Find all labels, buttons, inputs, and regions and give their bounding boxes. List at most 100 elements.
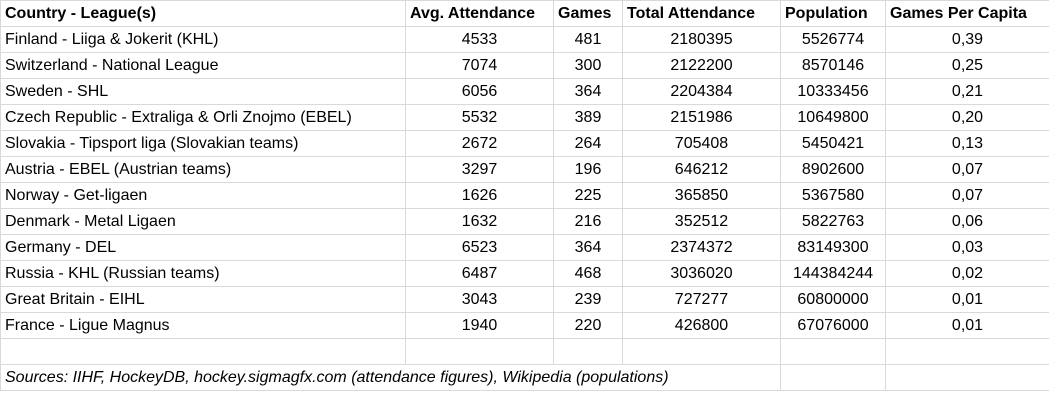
cell-games-per-capita[interactable]: 0,07 (885, 182, 1049, 209)
cell-avg-attendance[interactable]: 5532 (405, 104, 554, 131)
cell-games-per-capita[interactable]: 0,02 (885, 260, 1049, 287)
empty-cell[interactable] (405, 338, 554, 365)
header-games[interactable]: Games (553, 0, 623, 27)
header-avg-attendance[interactable]: Avg. Attendance (405, 0, 554, 27)
cell-total-attendance[interactable]: 705408 (622, 130, 781, 157)
empty-row (0, 338, 1049, 365)
cell-avg-attendance[interactable]: 6056 (405, 78, 554, 105)
cell-total-attendance[interactable]: 2122200 (622, 52, 781, 79)
cell-games-per-capita[interactable]: 0,01 (885, 286, 1049, 313)
cell-games[interactable]: 220 (553, 312, 623, 339)
cell-population[interactable]: 60800000 (780, 286, 886, 313)
cell-avg-attendance[interactable]: 1632 (405, 208, 554, 235)
cell-population[interactable]: 67076000 (780, 312, 886, 339)
cell-games-per-capita[interactable]: 0,07 (885, 156, 1049, 183)
cell-games-per-capita[interactable]: 0,21 (885, 78, 1049, 105)
cell-games[interactable]: 364 (553, 78, 623, 105)
empty-cell[interactable] (885, 338, 1049, 365)
cell-games[interactable]: 389 (553, 104, 623, 131)
cell-avg-attendance[interactable]: 4533 (405, 26, 554, 53)
cell-games[interactable]: 225 (553, 182, 623, 209)
empty-cell[interactable] (885, 364, 1049, 391)
cell-total-attendance[interactable]: 646212 (622, 156, 781, 183)
cell-avg-attendance[interactable]: 1626 (405, 182, 554, 209)
empty-cell[interactable] (780, 364, 886, 391)
table-row: Great Britain - EIHL 3043 239 727277 6080000… (0, 286, 1049, 313)
table-body: Finland - Liiga & Jokerit (KHL) 4533 481 21… (0, 26, 1049, 339)
cell-country-league[interactable]: France - Ligue Magnus (0, 312, 406, 339)
cell-country-league[interactable]: Russia - KHL (Russian teams) (0, 260, 406, 287)
cell-avg-attendance[interactable]: 6487 (405, 260, 554, 287)
cell-population[interactable]: 5367580 (780, 182, 886, 209)
cell-country-league[interactable]: Norway - Get-ligaen (0, 182, 406, 209)
cell-games-per-capita[interactable]: 0,03 (885, 234, 1049, 261)
cell-country-league[interactable]: Great Britain - EIHL (0, 286, 406, 313)
cell-avg-attendance[interactable]: 6523 (405, 234, 554, 261)
cell-country-league[interactable]: Switzerland - National League (0, 52, 406, 79)
cell-total-attendance[interactable]: 2180395 (622, 26, 781, 53)
cell-population[interactable]: 5526774 (780, 26, 886, 53)
cell-avg-attendance[interactable]: 2672 (405, 130, 554, 157)
cell-population[interactable]: 83149300 (780, 234, 886, 261)
cell-games[interactable]: 300 (553, 52, 623, 79)
cell-games-per-capita[interactable]: 0,01 (885, 312, 1049, 339)
cell-country-league[interactable]: Germany - DEL (0, 234, 406, 261)
header-population[interactable]: Population (780, 0, 886, 27)
cell-population[interactable]: 5822763 (780, 208, 886, 235)
header-games-per-capita[interactable]: Games Per Capita (885, 0, 1049, 27)
cell-country-league[interactable]: Sweden - SHL (0, 78, 406, 105)
table-row: Czech Republic - Extraliga & Orli Znojmo… (0, 104, 1049, 131)
cell-total-attendance[interactable]: 365850 (622, 182, 781, 209)
cell-games-per-capita[interactable]: 0,13 (885, 130, 1049, 157)
table-row: Sweden - SHL 6056 364 2204384 10333456 0,21 (0, 78, 1049, 105)
cell-total-attendance[interactable]: 2204384 (622, 78, 781, 105)
header-row: Country - League(s) Avg. Attendance Game… (0, 0, 1049, 27)
cell-games[interactable]: 196 (553, 156, 623, 183)
cell-games[interactable]: 239 (553, 286, 623, 313)
cell-avg-attendance[interactable]: 1940 (405, 312, 554, 339)
cell-population[interactable]: 5450421 (780, 130, 886, 157)
cell-games-per-capita[interactable]: 0,25 (885, 52, 1049, 79)
cell-country-league[interactable]: Slovakia - Tipsport liga (Slovakian team… (0, 130, 406, 157)
cell-games-per-capita[interactable]: 0,39 (885, 26, 1049, 53)
empty-cell[interactable] (780, 338, 886, 365)
empty-cell[interactable] (553, 338, 623, 365)
cell-games-per-capita[interactable]: 0,06 (885, 208, 1049, 235)
cell-country-league[interactable]: Austria - EBEL (Austrian teams) (0, 156, 406, 183)
cell-population[interactable]: 10333456 (780, 78, 886, 105)
cell-avg-attendance[interactable]: 3043 (405, 286, 554, 313)
cell-total-attendance[interactable]: 727277 (622, 286, 781, 313)
cell-population[interactable]: 10649800 (780, 104, 886, 131)
cell-games[interactable]: 468 (553, 260, 623, 287)
cell-games[interactable]: 264 (553, 130, 623, 157)
cell-population[interactable]: 144384244 (780, 260, 886, 287)
cell-total-attendance[interactable]: 426800 (622, 312, 781, 339)
spreadsheet-table: Country - League(s) Avg. Attendance Game… (0, 0, 1049, 391)
cell-total-attendance[interactable]: 2151986 (622, 104, 781, 131)
table-row: Finland - Liiga & Jokerit (KHL) 4533 481 21… (0, 26, 1049, 53)
sources-row: Sources: IIHF, HockeyDB, hockey.sigmagfx… (0, 364, 1049, 391)
cell-country-league[interactable]: Czech Republic - Extraliga & Orli Znojmo… (0, 104, 406, 131)
sources-note[interactable]: Sources: IIHF, HockeyDB, hockey.sigmagfx… (0, 364, 781, 391)
cell-total-attendance[interactable]: 3036020 (622, 260, 781, 287)
table-row: Russia - KHL (Russian teams) 6487 468 30360… (0, 260, 1049, 287)
cell-games[interactable]: 216 (553, 208, 623, 235)
header-country-league[interactable]: Country - League(s) (0, 0, 406, 27)
cell-population[interactable]: 8902600 (780, 156, 886, 183)
table-row: Switzerland - National League 7074 300 2122… (0, 52, 1049, 79)
table-row: Denmark - Metal Ligaen 1632 216 352512 58227… (0, 208, 1049, 235)
cell-total-attendance[interactable]: 352512 (622, 208, 781, 235)
cell-games[interactable]: 481 (553, 26, 623, 53)
cell-population[interactable]: 8570146 (780, 52, 886, 79)
cell-country-league[interactable]: Finland - Liiga & Jokerit (KHL) (0, 26, 406, 53)
cell-games-per-capita[interactable]: 0,20 (885, 104, 1049, 131)
empty-cell[interactable] (0, 338, 406, 365)
header-total-attendance[interactable]: Total Attendance (622, 0, 781, 27)
cell-avg-attendance[interactable]: 3297 (405, 156, 554, 183)
cell-country-league[interactable]: Denmark - Metal Ligaen (0, 208, 406, 235)
cell-total-attendance[interactable]: 2374372 (622, 234, 781, 261)
cell-avg-attendance[interactable]: 7074 (405, 52, 554, 79)
cell-games[interactable]: 364 (553, 234, 623, 261)
empty-cell[interactable] (622, 338, 781, 365)
table-row: Austria - EBEL (Austrian teams) 3297 196 64… (0, 156, 1049, 183)
